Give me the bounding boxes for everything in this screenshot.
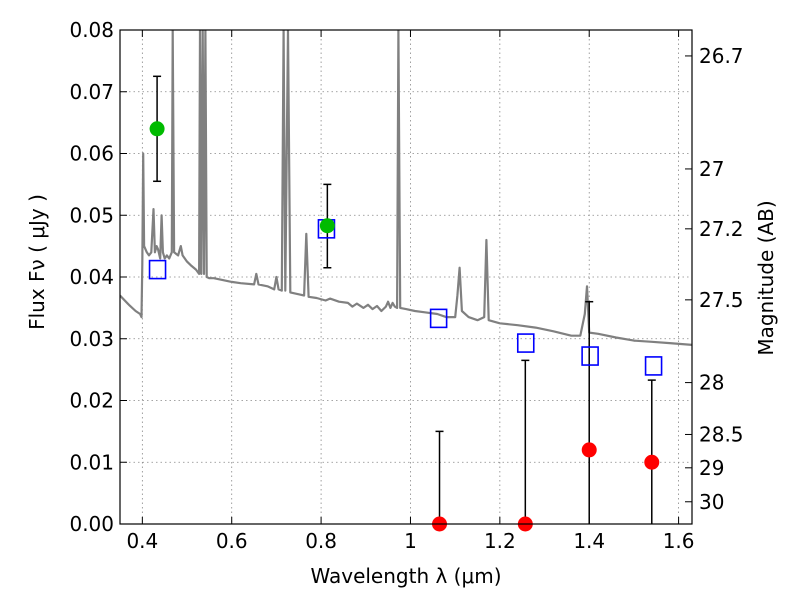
x-tick-label: 0.8 (305, 529, 337, 553)
right-tick-label: 27 (699, 157, 724, 181)
right-tick-label: 28 (699, 371, 724, 395)
marker-layer (148, 75, 663, 532)
right-axis-label: Magnitude (AB) (754, 200, 778, 355)
y-tick-label: 0.01 (69, 450, 114, 474)
spectrum-line (120, 30, 692, 346)
x-tick-label: 1.6 (663, 529, 695, 553)
right-tick-label: 26.7 (699, 44, 744, 68)
model-square-point (581, 346, 599, 366)
model-square-point (429, 308, 448, 329)
plot-area (120, 30, 692, 346)
flux-point-red (644, 454, 660, 470)
x-tick-label: 1 (404, 529, 417, 553)
x-tick-label: 0.4 (126, 529, 158, 553)
y-tick-label: 0.00 (69, 512, 114, 536)
x-axis-label: Wavelength λ (μm) (310, 564, 501, 588)
detection-point (319, 218, 335, 234)
y-tick-label: 0.04 (69, 265, 114, 289)
model-square-point (148, 259, 167, 280)
y-tick-label: 0.06 (69, 142, 114, 166)
x-tick-label: 1.4 (573, 529, 605, 553)
flux-point-red (581, 442, 597, 458)
x-tick-label: 1.2 (484, 529, 516, 553)
ticks: 0.4 0.6 0.8 1 1.2 1.4 1.6 0.00 0.01 0.02 0.03 0.04 0… (69, 18, 743, 553)
right-tick-label: 28.5 (699, 422, 744, 446)
model-square-point (516, 333, 535, 353)
detection-point (149, 121, 165, 137)
right-tick-label: 27.2 (699, 217, 744, 241)
y-axis-label: Flux Fν ( μJy ) (25, 194, 49, 330)
model-square-point (644, 356, 663, 376)
right-tick-label: 27.5 (699, 288, 744, 312)
y-tick-label: 0.05 (69, 203, 114, 227)
right-tick-label: 29 (699, 456, 724, 480)
x-tick-label: 0.6 (216, 529, 248, 553)
y-tick-label: 0.03 (69, 327, 114, 351)
y-tick-label: 0.08 (69, 18, 114, 42)
right-tick-label: 30 (699, 490, 724, 514)
y-tick-label: 0.07 (69, 80, 114, 104)
y-tick-label: 0.02 (69, 389, 114, 413)
